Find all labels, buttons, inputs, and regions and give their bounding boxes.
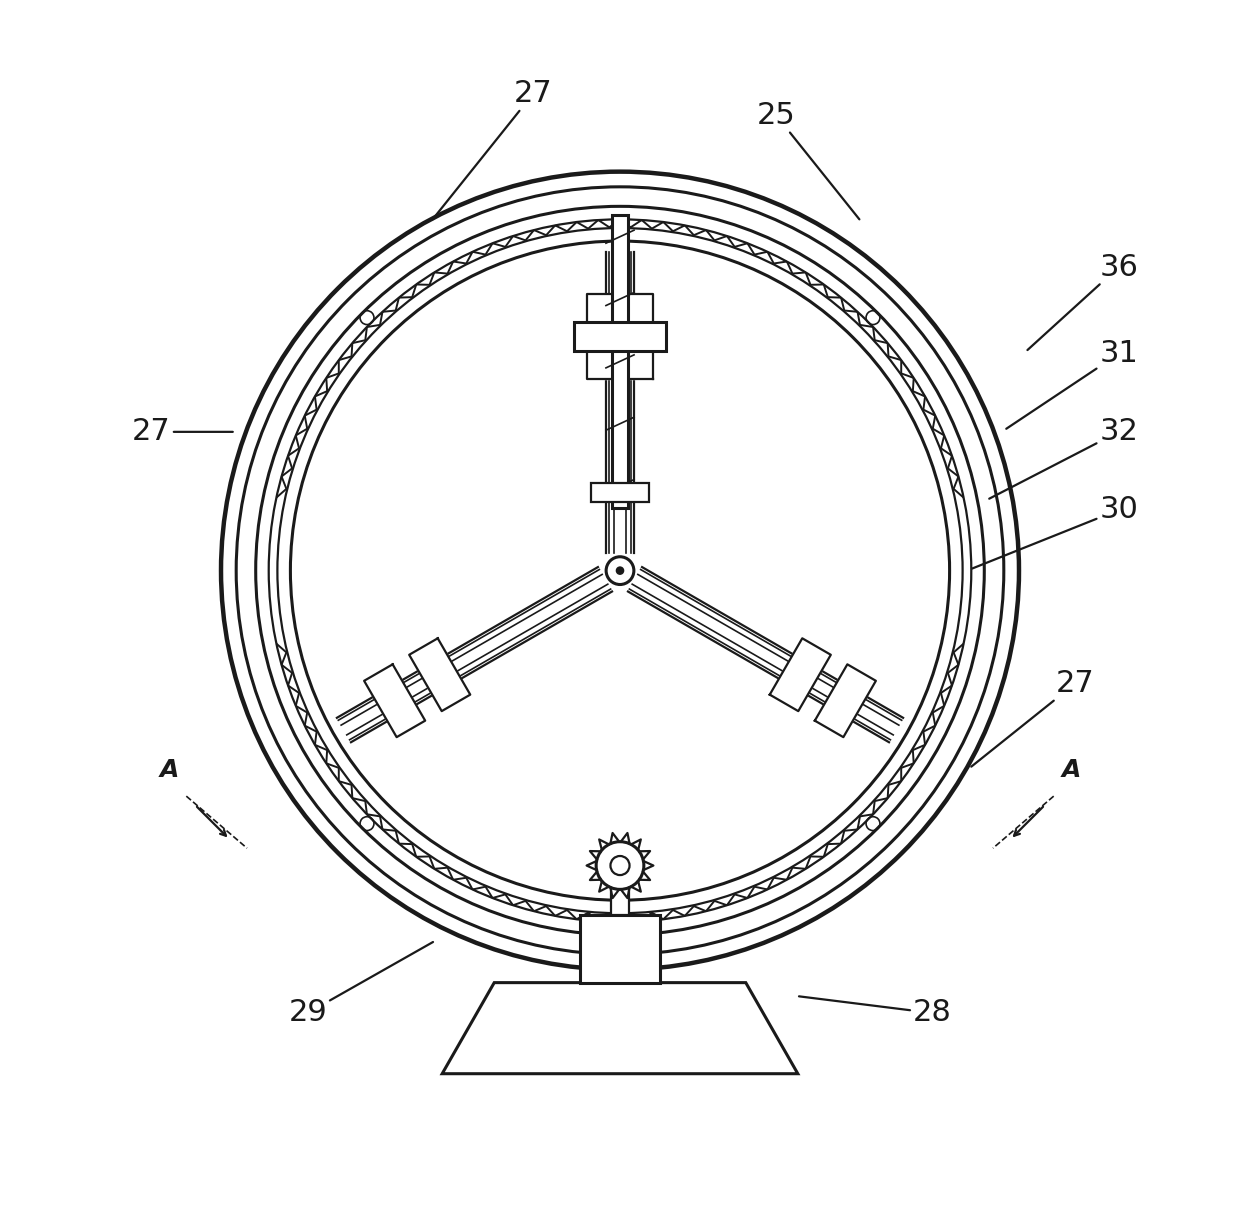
Bar <box>590 483 650 502</box>
Circle shape <box>616 567 624 575</box>
Polygon shape <box>815 664 875 737</box>
Text: 28: 28 <box>799 996 951 1028</box>
Text: 27: 27 <box>971 669 1095 766</box>
Text: 29: 29 <box>289 942 433 1028</box>
Text: 36: 36 <box>1028 253 1138 350</box>
Text: 32: 32 <box>990 418 1138 499</box>
Polygon shape <box>409 639 470 711</box>
Bar <box>611 885 629 915</box>
Polygon shape <box>588 293 652 327</box>
Circle shape <box>606 556 634 585</box>
Polygon shape <box>770 639 831 711</box>
Text: 25: 25 <box>756 101 859 220</box>
Bar <box>580 915 660 982</box>
Text: A: A <box>1061 758 1081 782</box>
Text: 31: 31 <box>1007 339 1138 429</box>
Polygon shape <box>443 982 797 1073</box>
Text: A: A <box>159 758 179 782</box>
Text: 30: 30 <box>972 495 1138 569</box>
Text: 27: 27 <box>133 418 233 446</box>
Bar <box>574 322 666 351</box>
Text: 27: 27 <box>433 79 553 220</box>
Polygon shape <box>588 346 652 379</box>
Bar <box>613 215 627 507</box>
Polygon shape <box>365 664 425 737</box>
Circle shape <box>596 841 644 889</box>
